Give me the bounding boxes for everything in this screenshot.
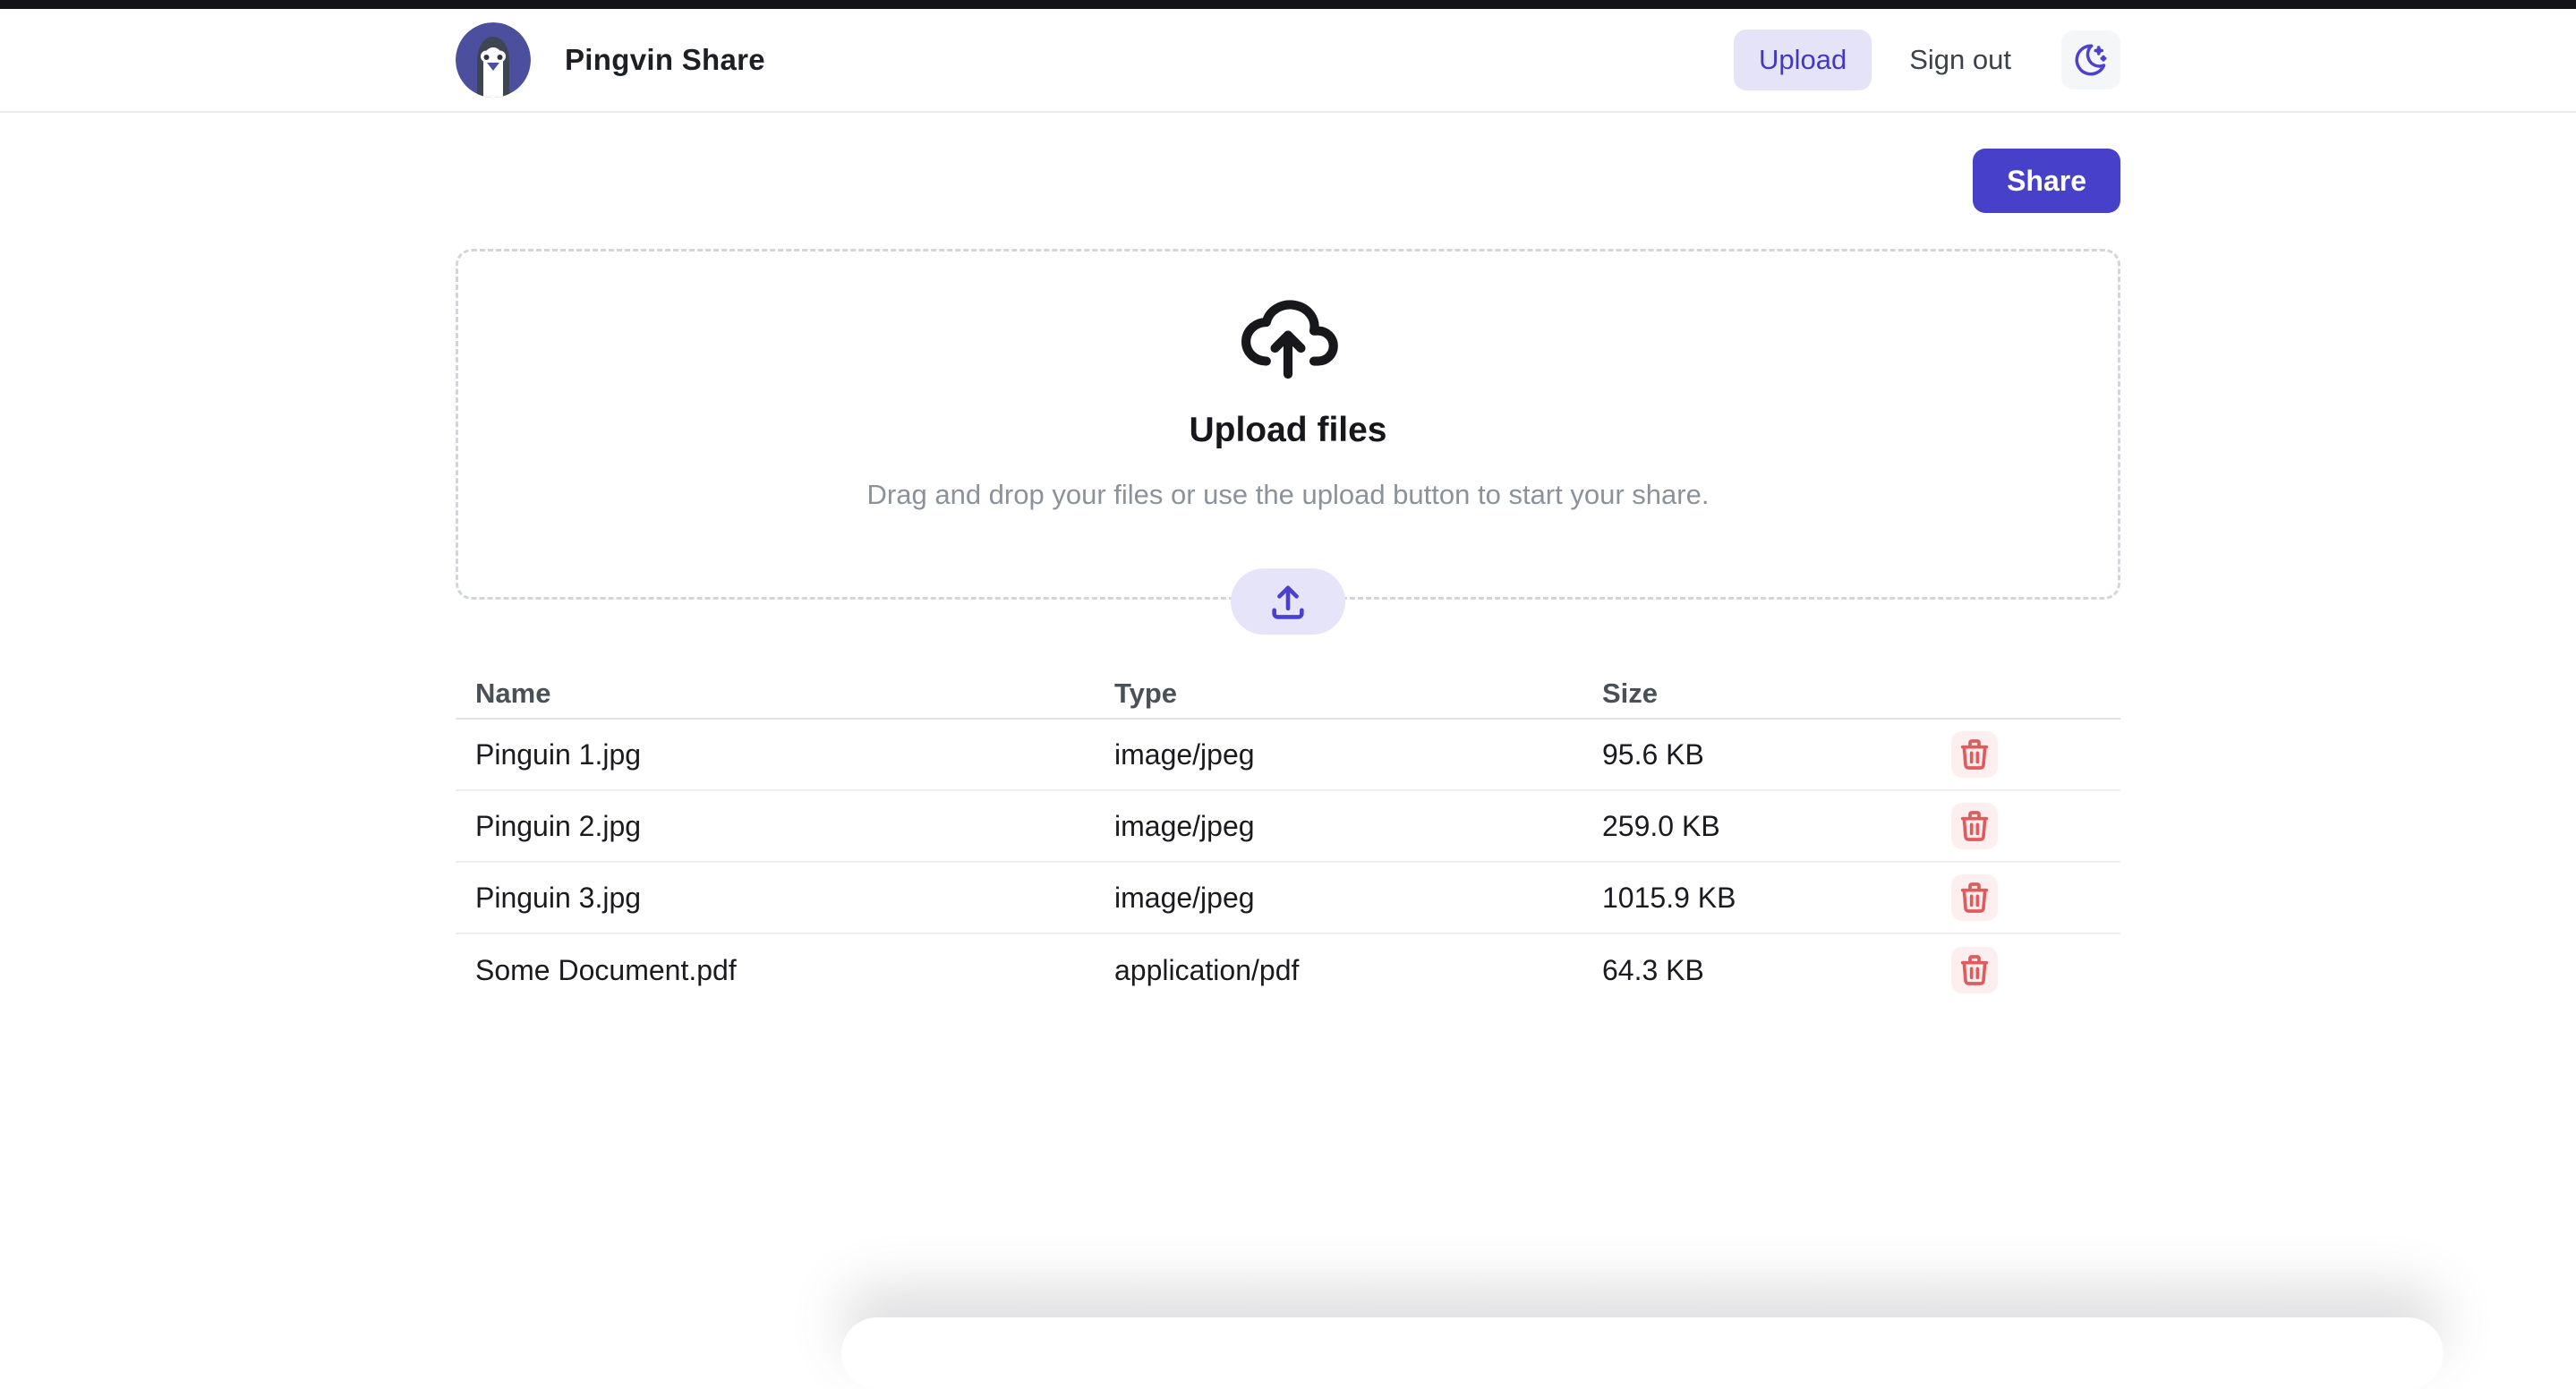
column-header-type: Type <box>1114 677 1178 709</box>
cloud-upload-icon <box>1236 291 1340 382</box>
brand-link[interactable]: Pingvin Share <box>456 22 765 98</box>
nav-upload[interactable]: Upload <box>1733 30 1872 90</box>
upload-icon <box>1267 581 1309 622</box>
delete-file-button[interactable] <box>1951 947 1998 993</box>
file-type: application/pdf <box>1114 953 1300 986</box>
trash-icon <box>1957 808 1992 844</box>
trash-icon <box>1957 737 1992 772</box>
file-type: image/jpeg <box>1114 809 1255 842</box>
file-name: Pinguin 1.jpg <box>475 737 642 771</box>
upload-files-button[interactable] <box>1231 568 1345 635</box>
main-content: Share Upload files Drag and drop your fi… <box>456 149 2120 1006</box>
window-top-edge <box>0 0 2576 9</box>
file-table: Name Type Size Pinguin 1.jpg image/jpeg … <box>456 669 2120 1006</box>
delete-file-button[interactable] <box>1951 874 1998 921</box>
delete-file-button[interactable] <box>1951 731 1998 778</box>
file-table-body: Pinguin 1.jpg image/jpeg 95.6 KB Pinguin… <box>456 720 2120 1006</box>
dropzone-subtitle: Drag and drop your files or use the uplo… <box>866 479 1710 510</box>
delete-file-button[interactable] <box>1951 803 1998 849</box>
column-header-name: Name <box>475 677 551 709</box>
bottom-shadow <box>841 1317 2444 1389</box>
file-table-header: Name Type Size <box>456 669 2120 720</box>
share-button[interactable]: Share <box>1973 149 2120 213</box>
file-name: Pinguin 3.jpg <box>475 881 642 914</box>
app-header: Pingvin Share Upload Sign out <box>0 9 2576 113</box>
file-name: Some Document.pdf <box>475 953 737 986</box>
file-size: 95.6 KB <box>1602 737 1704 771</box>
dropzone-title: Upload files <box>1189 411 1387 449</box>
trash-icon <box>1957 880 1992 916</box>
file-type: image/jpeg <box>1114 737 1255 771</box>
trash-icon <box>1957 952 1992 988</box>
header-nav: Upload Sign out <box>1733 30 2120 90</box>
file-dropzone[interactable]: Upload files Drag and drop your files or… <box>456 249 2120 635</box>
file-size: 64.3 KB <box>1602 953 1704 986</box>
file-size: 259.0 KB <box>1602 809 1720 842</box>
table-row: Pinguin 1.jpg image/jpeg 95.6 KB <box>456 720 2120 791</box>
table-row: Pinguin 2.jpg image/jpeg 259.0 KB <box>456 791 2120 863</box>
column-header-size: Size <box>1602 677 1659 709</box>
moon-stars-icon <box>2072 41 2110 79</box>
theme-toggle-button[interactable] <box>2061 30 2120 89</box>
nav-sign-out[interactable]: Sign out <box>1909 44 2011 75</box>
table-row: Some Document.pdf application/pdf 64.3 K… <box>456 934 2120 1006</box>
table-row: Pinguin 3.jpg image/jpeg 1015.9 KB <box>456 863 2120 934</box>
file-size: 1015.9 KB <box>1602 881 1736 914</box>
file-name: Pinguin 2.jpg <box>475 809 642 842</box>
pingvin-logo-icon <box>456 22 531 98</box>
app-title: Pingvin Share <box>565 43 765 76</box>
file-type: image/jpeg <box>1114 881 1255 914</box>
